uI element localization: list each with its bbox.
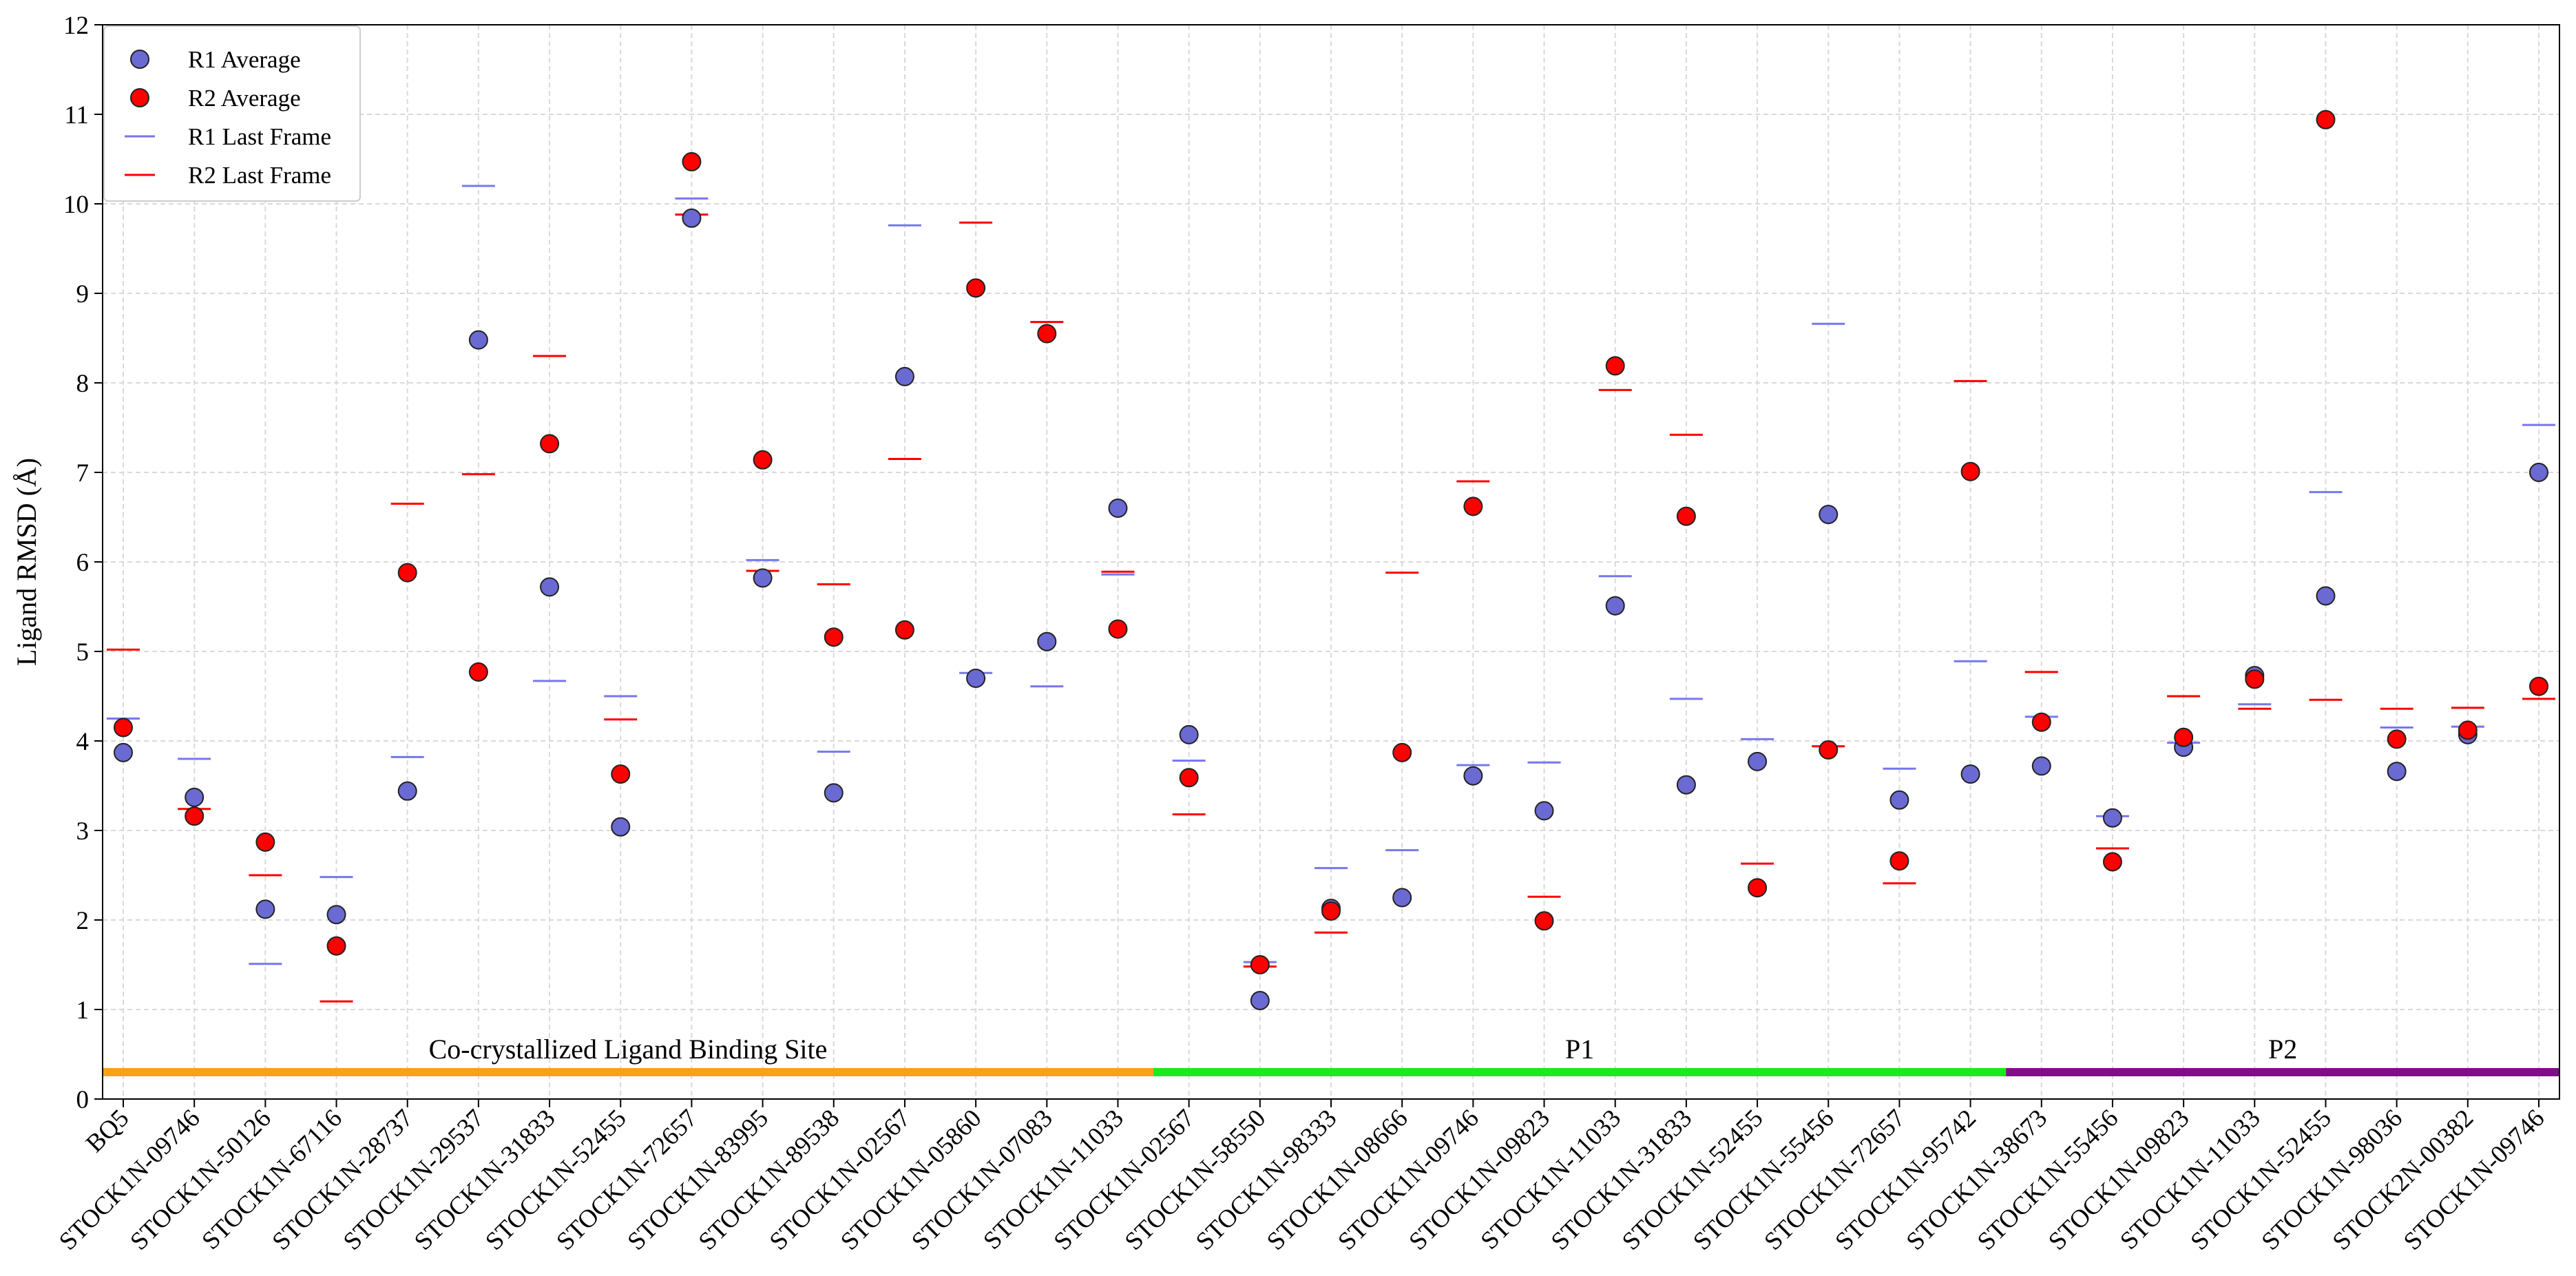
y-tick-label: 9 (76, 280, 90, 308)
data-point-r2-average (1392, 742, 1412, 762)
y-tick-label: 11 (64, 101, 89, 129)
data-point-r1-average (1748, 751, 1768, 771)
region-layer: Co-crystallized Ligand Binding Site P1 P2 (103, 1034, 2559, 1076)
data-point-r2-average (2316, 109, 2336, 129)
data-point-r2-average (1321, 901, 1341, 921)
data-point-r2-average (1108, 619, 1128, 639)
data-point-r2-average (1605, 356, 1625, 376)
legend-label: R2 Average (188, 85, 301, 112)
data-point-r2-average (2529, 676, 2548, 696)
y-tick-label: 6 (76, 549, 90, 577)
data-point-r1-average (540, 577, 560, 597)
y-tick-label: 0 (76, 1086, 90, 1114)
region-label: P2 (2268, 1034, 2297, 1065)
data-point-r1-average (966, 669, 986, 688)
y-tick-label: 12 (63, 12, 89, 40)
data-point-r2-average (611, 764, 631, 784)
data-point-r2-average (1889, 851, 1909, 871)
data-point-r1-average (2316, 586, 2336, 606)
data-point-r1-average (2102, 808, 2122, 828)
y-tick-label: 5 (76, 638, 90, 667)
data-point-r2-average (2458, 720, 2478, 740)
data-point-r2-average (468, 662, 488, 682)
data-point-r2-average (1463, 496, 1483, 516)
data-point-r1-average (114, 742, 133, 762)
data-point-r2-average (1037, 324, 1057, 344)
legend-label: R1 Last Frame (188, 123, 331, 150)
data-point-r1-average (1605, 596, 1625, 616)
data-point-r1-average (611, 817, 631, 837)
data-point-r2-average (185, 806, 205, 826)
legend-label: R2 Last Frame (188, 162, 331, 189)
data-point-r2-average (2031, 712, 2051, 732)
region-label: Co-crystallized Ligand Binding Site (429, 1034, 828, 1065)
y-tick-label: 7 (76, 459, 90, 488)
data-point-r2-average (753, 450, 773, 470)
data-point-r2-average (1534, 911, 1554, 931)
data-point-r1-average (682, 208, 702, 228)
y-tick-label: 10 (63, 191, 89, 219)
data-point-r1-average (2529, 463, 2548, 482)
legend-label: R1 Average (188, 46, 301, 73)
region-label: P1 (1565, 1034, 1594, 1065)
data-point-r2-average (326, 936, 346, 956)
data-point-r2-average (1676, 506, 1696, 526)
legend-marker-r2-average (130, 88, 149, 107)
legend-marker-r1-average (130, 50, 149, 69)
data-point-r2-average (2102, 852, 2122, 872)
y-tick-label: 1 (76, 996, 90, 1025)
data-point-r1-average (1534, 801, 1554, 821)
data-point-r2-average (1960, 461, 1980, 481)
data-point-r1-average (894, 366, 914, 386)
data-point-r1-average (1179, 724, 1199, 744)
data-point-r2-average (966, 278, 986, 298)
data-point-r1-average (1889, 790, 1909, 810)
data-point-r1-average (1819, 505, 1839, 525)
data-point-r2-average (1748, 878, 1768, 898)
data-point-r2-average (540, 434, 560, 454)
data-point-r1-average (1037, 631, 1057, 651)
data-point-r2-average (1819, 740, 1839, 760)
data-point-r1-average (255, 899, 275, 919)
data-point-r2-average (2387, 729, 2407, 749)
data-point-r2-average (682, 151, 702, 171)
marker-layer (107, 109, 2555, 1010)
legend-box (103, 25, 361, 202)
data-point-r1-average (1250, 991, 1270, 1010)
y-tick-label: 4 (76, 728, 90, 756)
data-point-r2-average (1250, 955, 1270, 974)
data-point-r2-average (824, 627, 844, 647)
data-point-r1-average (468, 330, 488, 350)
data-point-r1-average (185, 787, 205, 807)
y-tick-label: 3 (76, 817, 90, 846)
data-point-r2-average (114, 718, 133, 738)
y-tick-label: 8 (76, 370, 90, 398)
data-point-r1-average (1960, 764, 1980, 784)
data-point-r1-average (824, 783, 844, 803)
data-point-r1-average (1392, 888, 1412, 908)
data-point-r2-average (255, 832, 275, 852)
data-point-r1-average (1463, 766, 1483, 786)
data-point-r2-average (397, 563, 417, 583)
data-point-r2-average (894, 620, 914, 640)
legend: R1 Average R2 Average R1 Last Frame R2 Last… (103, 25, 361, 202)
data-point-r1-average (1676, 775, 1696, 795)
data-point-r2-average (1179, 768, 1199, 788)
y-axis-label: Ligand RMSD (Å) (11, 458, 42, 666)
data-point-r2-average (2245, 669, 2265, 689)
data-point-r1-average (397, 781, 417, 801)
data-point-r1-average (326, 905, 346, 925)
data-point-r2-average (2174, 727, 2194, 747)
data-point-r1-average (2387, 762, 2407, 782)
data-point-r1-average (753, 568, 773, 588)
data-point-r1-average (2031, 756, 2051, 776)
y-tick-label: 2 (76, 907, 90, 935)
data-point-r1-average (1108, 499, 1128, 518)
